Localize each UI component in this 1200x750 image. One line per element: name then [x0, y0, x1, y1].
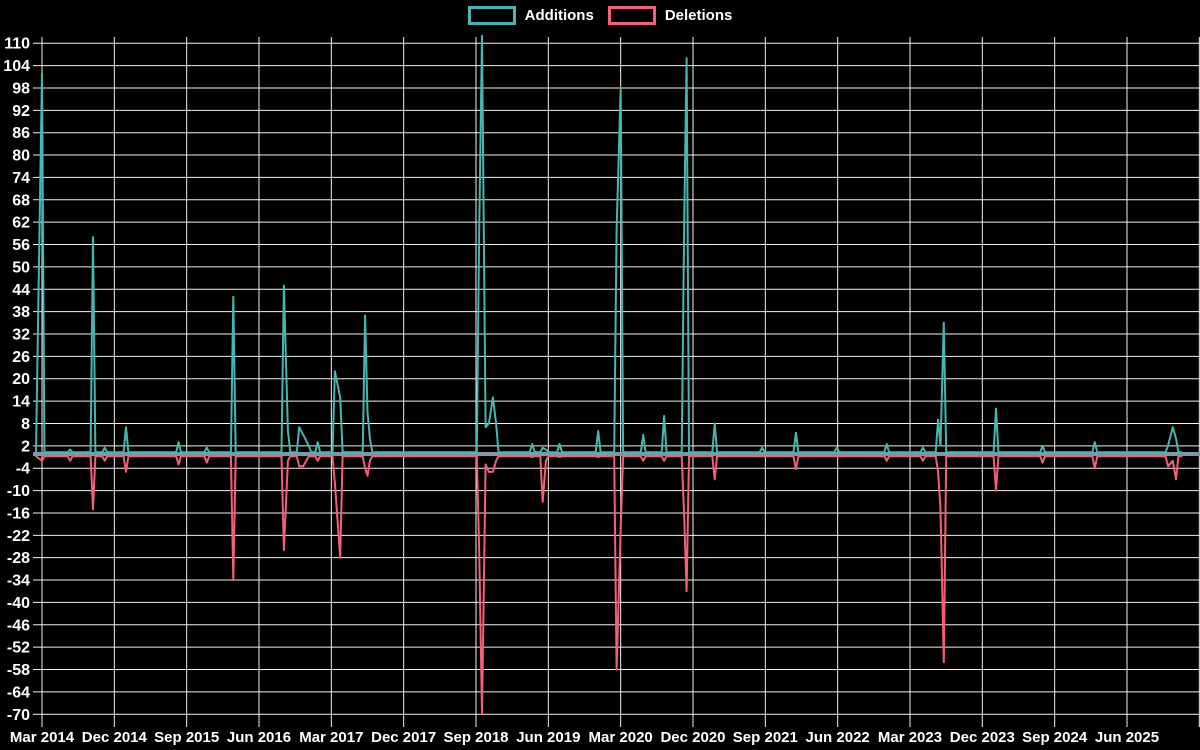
svg-text:-10: -10	[7, 483, 30, 500]
svg-text:Dec 2020: Dec 2020	[660, 729, 725, 746]
svg-text:26: 26	[12, 349, 30, 366]
svg-text:-64: -64	[7, 684, 30, 701]
svg-text:-46: -46	[7, 617, 30, 634]
svg-text:50: 50	[12, 259, 30, 276]
svg-text:Jun 2025: Jun 2025	[1095, 729, 1159, 746]
additions-label: Additions	[524, 7, 594, 24]
svg-text:Mar 2020: Mar 2020	[589, 729, 653, 746]
svg-text:-34: -34	[7, 573, 30, 590]
svg-text:56: 56	[12, 237, 30, 254]
svg-text:44: 44	[12, 282, 30, 299]
svg-text:Dec 2017: Dec 2017	[371, 729, 436, 746]
svg-text:20: 20	[12, 371, 30, 388]
svg-text:Mar 2023: Mar 2023	[878, 729, 942, 746]
svg-text:-70: -70	[7, 707, 30, 724]
svg-text:Jun 2016: Jun 2016	[227, 729, 291, 746]
deletions-swatch	[607, 6, 656, 25]
svg-text:-52: -52	[7, 640, 30, 657]
svg-text:Jun 2022: Jun 2022	[806, 729, 870, 746]
svg-text:Mar 2014: Mar 2014	[10, 729, 75, 746]
svg-text:32: 32	[12, 327, 30, 344]
svg-text:8: 8	[21, 416, 30, 433]
svg-text:-28: -28	[7, 550, 30, 567]
legend-item-additions[interactable]: Additions	[467, 6, 594, 25]
svg-text:-16: -16	[7, 505, 30, 522]
svg-text:-58: -58	[7, 662, 30, 679]
svg-text:Sep 2021: Sep 2021	[733, 729, 798, 746]
svg-text:Mar 2017: Mar 2017	[299, 729, 363, 746]
svg-text:62: 62	[12, 215, 30, 232]
svg-text:Jun 2019: Jun 2019	[516, 729, 580, 746]
svg-text:92: 92	[12, 103, 30, 120]
svg-text:-4: -4	[16, 461, 30, 478]
svg-text:98: 98	[12, 80, 30, 97]
svg-text:-40: -40	[7, 595, 30, 612]
additions-swatch	[467, 6, 516, 25]
svg-text:Dec 2014: Dec 2014	[82, 729, 148, 746]
svg-text:2: 2	[21, 438, 30, 455]
svg-text:Sep 2015: Sep 2015	[154, 729, 219, 746]
svg-text:Dec 2023: Dec 2023	[950, 729, 1015, 746]
chart-legend: Additions Deletions	[0, 6, 1200, 25]
svg-text:74: 74	[12, 170, 30, 187]
svg-text:-22: -22	[7, 528, 30, 545]
legend-item-deletions[interactable]: Deletions	[607, 6, 733, 25]
deletions-label: Deletions	[664, 7, 733, 24]
svg-text:104: 104	[3, 58, 30, 75]
svg-text:Sep 2024: Sep 2024	[1022, 729, 1088, 746]
svg-text:14: 14	[12, 394, 30, 411]
svg-text:68: 68	[12, 192, 30, 209]
svg-text:Sep 2018: Sep 2018	[443, 729, 508, 746]
svg-text:80: 80	[12, 148, 30, 165]
svg-text:38: 38	[12, 304, 30, 321]
svg-text:86: 86	[12, 125, 30, 142]
svg-text:110: 110	[4, 36, 30, 53]
